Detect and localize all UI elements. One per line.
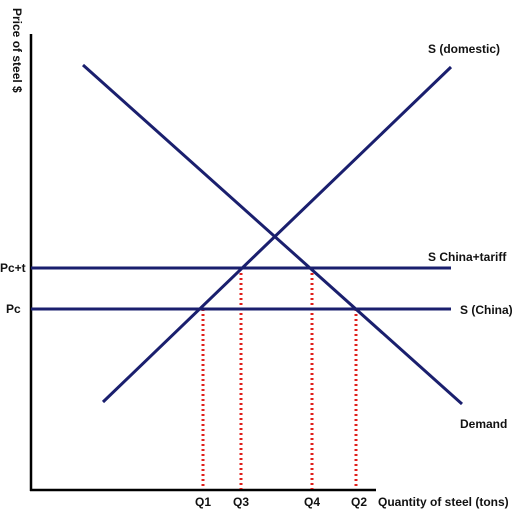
- quantity-label-q3: Q3: [233, 495, 249, 509]
- y-axis-title: Price of steel $: [10, 8, 24, 93]
- supply-china-label: S (China): [460, 303, 513, 317]
- supply-domestic-curve: [101, 65, 453, 404]
- supply-china-tariff-label: S China+tariff: [428, 250, 507, 264]
- quantity-label-q1: Q1: [195, 495, 211, 509]
- price-label-pc-tariff: Pc+t: [0, 261, 26, 275]
- quantity-guides: [201, 268, 358, 489]
- demand-curve: [81, 63, 464, 406]
- supply-domestic-label: S (domestic): [428, 42, 500, 56]
- quantity-label-q2: Q2: [351, 495, 367, 509]
- x-axis-title: Quantity of steel (tons): [378, 495, 509, 509]
- quantity-label-q4: Q4: [304, 495, 320, 509]
- curves: [31, 63, 464, 406]
- price-label-pc: Pc: [6, 302, 21, 316]
- demand-label: Demand: [460, 417, 507, 431]
